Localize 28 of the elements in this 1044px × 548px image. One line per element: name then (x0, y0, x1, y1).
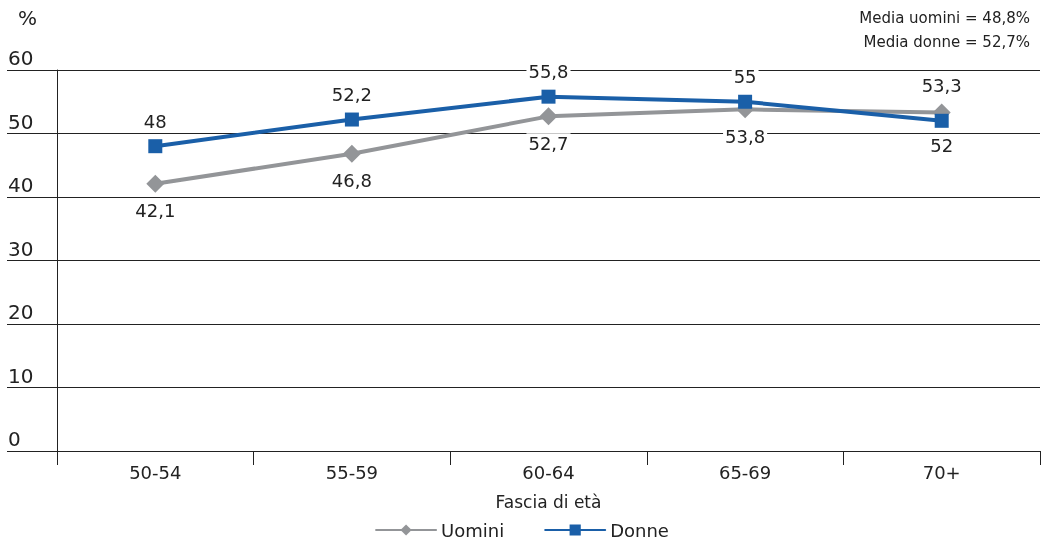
x-tick-label: 55-59 (325, 461, 379, 483)
x-tick-label: 65-69 (718, 461, 772, 483)
data-label: 55 (733, 66, 757, 88)
y-tick-label: 20 (8, 300, 34, 324)
x-tick-label: 70+ (922, 461, 961, 483)
y-axis-title: % (18, 6, 38, 30)
y-tick-label: 30 (8, 236, 34, 261)
text: Media donne = 52,7% (863, 32, 1031, 51)
data-label: 42,1 (135, 200, 176, 222)
data-label: 52 (930, 135, 954, 157)
data-label: 52,2 (331, 84, 372, 106)
legend-label: Uomini (441, 519, 505, 541)
y-tick-label: 60 (8, 46, 34, 70)
legend-label: Donne (610, 519, 669, 541)
data-label: 53,3 (921, 75, 962, 97)
y-tick-label: 40 (8, 173, 34, 197)
data-label: 55,8 (528, 61, 569, 83)
x-axis-title: Fascia di età (495, 491, 602, 512)
data-label: 46,8 (331, 170, 372, 192)
data-label: 48 (143, 110, 167, 132)
y-tick-label: 50 (8, 109, 34, 134)
y-tick-label: 10 (8, 363, 34, 388)
data-label: 52,7 (528, 132, 569, 154)
x-tick-label: 50-54 (129, 461, 182, 483)
text: Media uomini = 48,8% (859, 8, 1031, 27)
x-tick-label: 60-64 (522, 461, 575, 483)
data-label: 53,8 (725, 125, 766, 147)
y-tick-label: 0 (8, 427, 21, 451)
